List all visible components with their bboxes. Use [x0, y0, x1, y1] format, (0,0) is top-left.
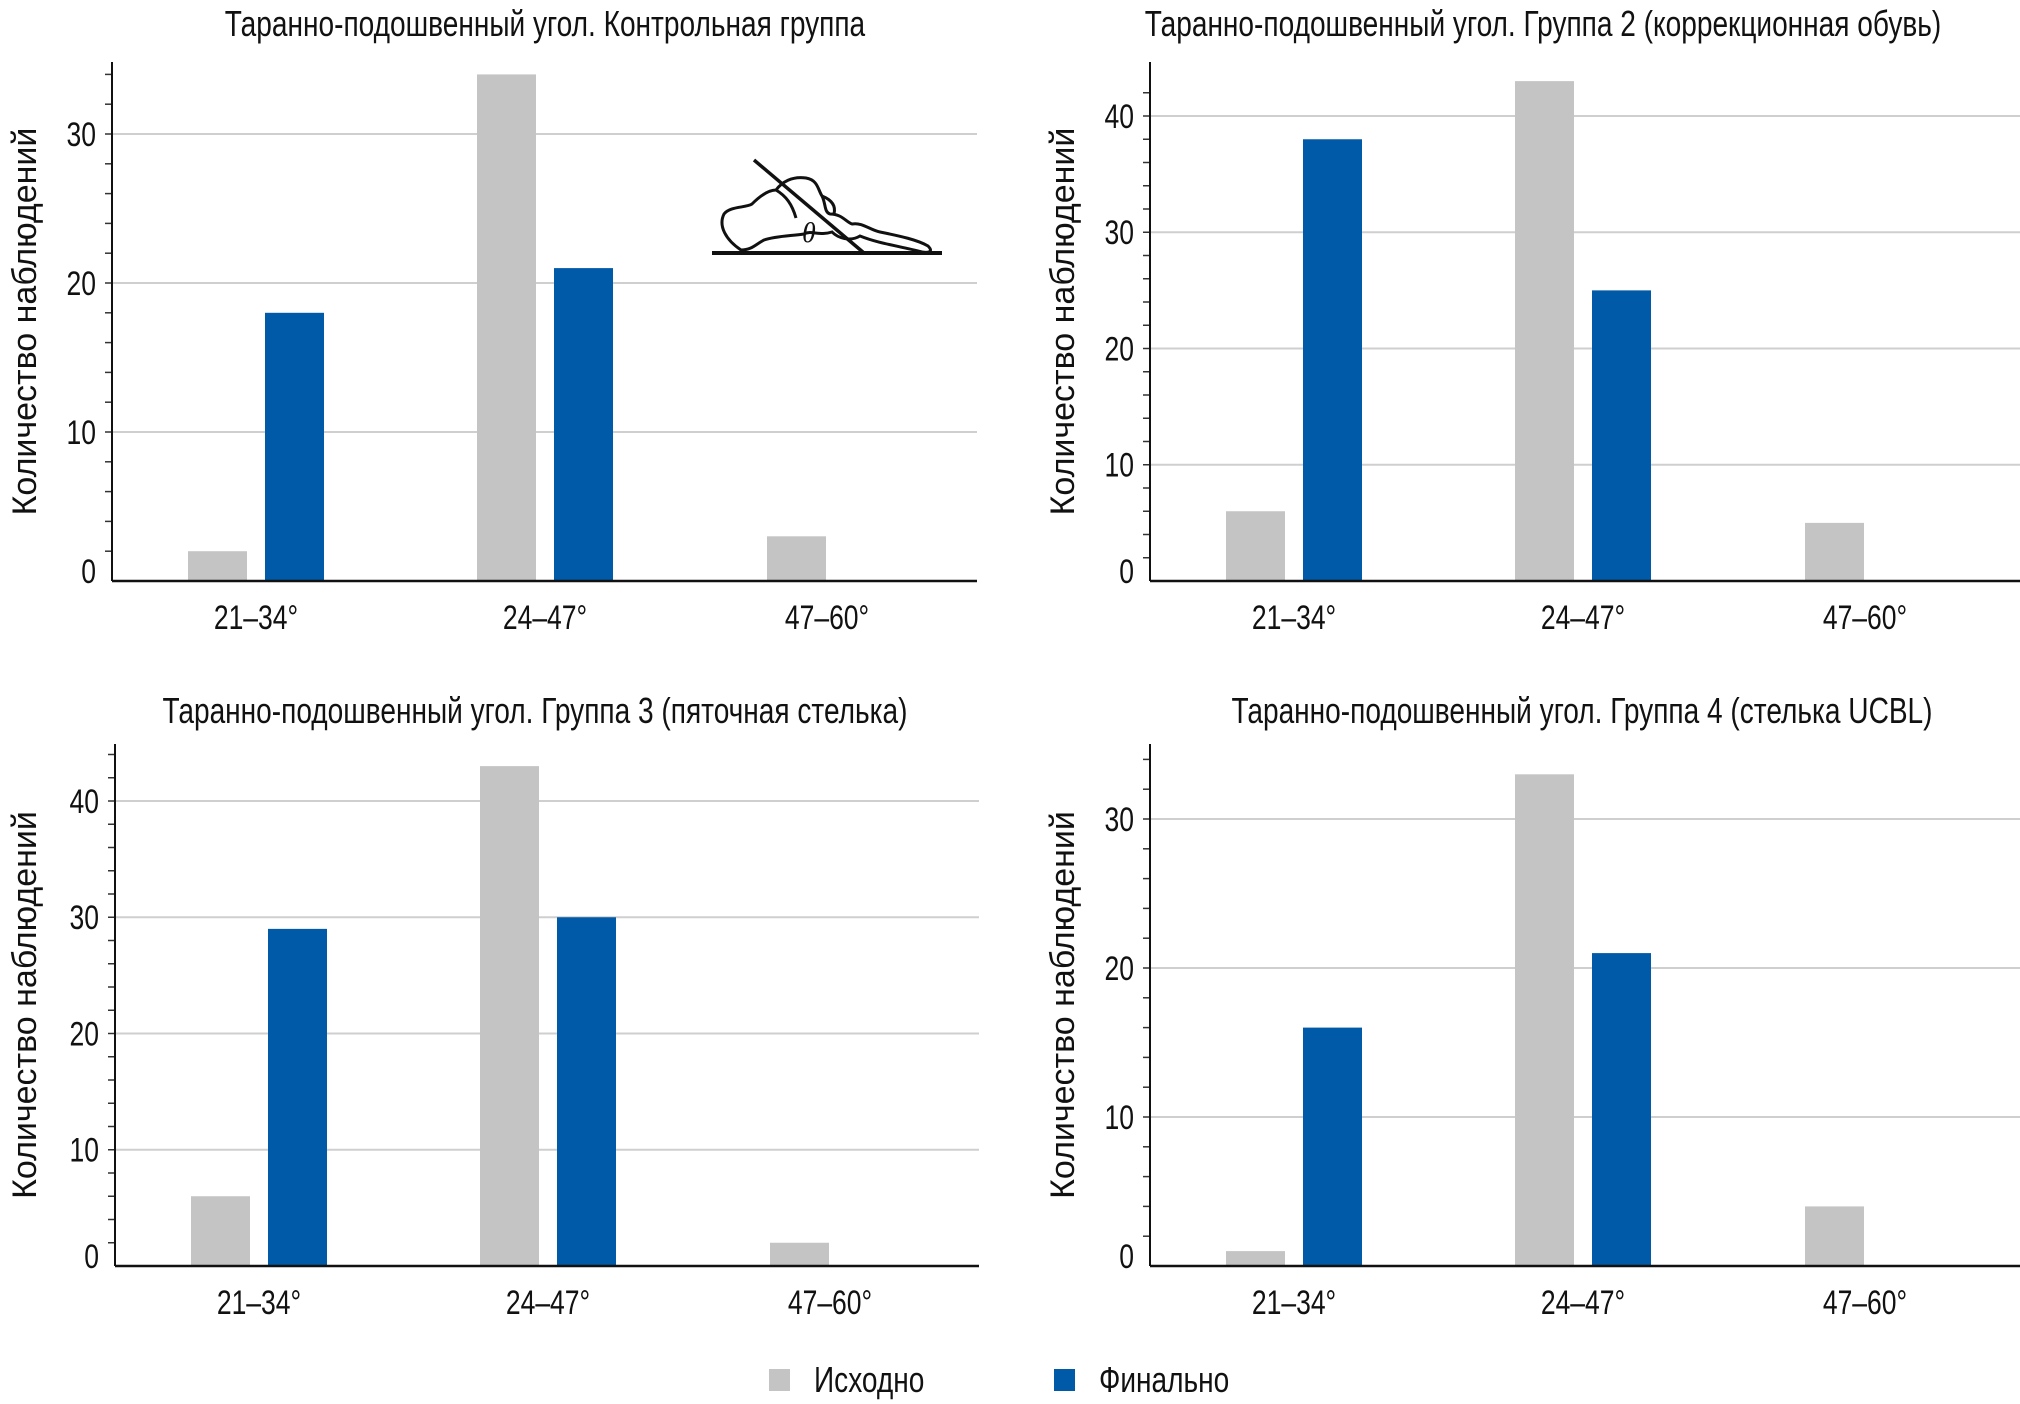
bar-baseline: [770, 1242, 829, 1266]
bar-baseline: [1515, 81, 1574, 581]
bar-baseline: [1805, 522, 1864, 581]
chart-panel-2: Таранно-подошвенный угол. Группа 2 (корр…: [1044, 4, 2020, 637]
x-category-label: 24–47°: [506, 1284, 590, 1322]
y-axis-title: Количество наблюдений: [6, 128, 44, 516]
y-tick-label: 20: [66, 265, 96, 303]
y-axis-title: Количество наблюдений: [1044, 128, 1082, 516]
y-tick-label: 20: [1104, 950, 1134, 988]
chart-title: Таранно-подошвенный угол. Контрольная гр…: [225, 4, 865, 44]
bar-baseline: [480, 766, 539, 1266]
y-tick-label: 40: [69, 783, 99, 821]
y-tick-label: 10: [1104, 447, 1134, 485]
foot-angle-illustration-icon: θ: [712, 158, 942, 255]
y-tick-label: 30: [69, 899, 99, 937]
bar-baseline: [188, 551, 247, 581]
bar-final: [265, 312, 324, 581]
bar-baseline: [477, 74, 536, 582]
bar-final: [1303, 139, 1362, 581]
y-tick-label: 0: [84, 1238, 99, 1276]
bar-final: [1592, 953, 1651, 1266]
legend-swatch-baseline: [769, 1369, 790, 1391]
y-tick-label: 20: [1104, 330, 1134, 368]
theta-symbol: θ: [802, 218, 816, 249]
bar-baseline: [1226, 1251, 1285, 1266]
y-tick-label: 30: [1104, 214, 1134, 252]
bar-baseline: [1226, 511, 1285, 581]
y-axis-title: Количество наблюдений: [1044, 811, 1082, 1199]
chart-panel-1: Таранно-подошвенный угол. Контрольная гр…: [6, 4, 977, 637]
y-axis-title: Количество наблюдений: [6, 811, 44, 1199]
legend-label-baseline: Исходно: [814, 1360, 924, 1400]
bar-baseline: [191, 1196, 250, 1266]
chart-title: Таранно-подошвенный угол. Группа 2 (корр…: [1145, 4, 1942, 44]
y-tick-label: 0: [1119, 1238, 1134, 1276]
x-category-label: 47–60°: [785, 599, 869, 637]
bar-final: [554, 268, 613, 581]
legend-label-final: Финально: [1099, 1360, 1229, 1400]
legend-item-baseline: Исходно: [769, 1360, 924, 1400]
x-category-label: 21–34°: [1252, 599, 1336, 637]
y-tick-label: 30: [1104, 801, 1134, 839]
bar-final: [1592, 290, 1651, 581]
y-tick-label: 20: [69, 1015, 99, 1053]
x-category-label: 21–34°: [214, 599, 298, 637]
x-category-label: 47–60°: [1823, 599, 1907, 637]
legend-swatch-final: [1054, 1369, 1075, 1391]
chart-panel-4: Таранно-подошвенный угол. Группа 4 (стел…: [1044, 691, 2020, 1322]
bar-baseline: [1805, 1206, 1864, 1266]
y-tick-label: 30: [66, 116, 96, 154]
y-tick-label: 10: [1104, 1099, 1134, 1137]
y-tick-label: 10: [69, 1132, 99, 1170]
x-category-label: 21–34°: [1252, 1284, 1336, 1322]
x-category-label: 24–47°: [1541, 1284, 1625, 1322]
y-tick-label: 0: [1119, 553, 1134, 591]
chart-title: Таранно-подошвенный угол. Группа 3 (пято…: [162, 691, 907, 731]
bar-baseline: [767, 536, 826, 581]
y-tick-label: 0: [81, 553, 96, 591]
y-tick-label: 10: [66, 414, 96, 452]
chart-title: Таранно-подошвенный угол. Группа 4 (стел…: [1231, 691, 1932, 731]
bar-final: [557, 917, 616, 1266]
x-category-label: 24–47°: [503, 599, 587, 637]
x-category-label: 21–34°: [217, 1284, 301, 1322]
x-category-label: 47–60°: [788, 1284, 872, 1322]
legend-item-final: Финально: [1054, 1360, 1229, 1400]
legend: Исходно Финально: [769, 1360, 1229, 1400]
bar-final: [1303, 1027, 1362, 1266]
y-tick-label: 40: [1104, 98, 1134, 136]
bar-baseline: [1515, 774, 1574, 1266]
x-category-label: 47–60°: [1823, 1284, 1907, 1322]
x-category-label: 24–47°: [1541, 599, 1625, 637]
chart-panel-3: Таранно-подошвенный угол. Группа 3 (пято…: [6, 691, 979, 1322]
bar-final: [268, 928, 327, 1266]
